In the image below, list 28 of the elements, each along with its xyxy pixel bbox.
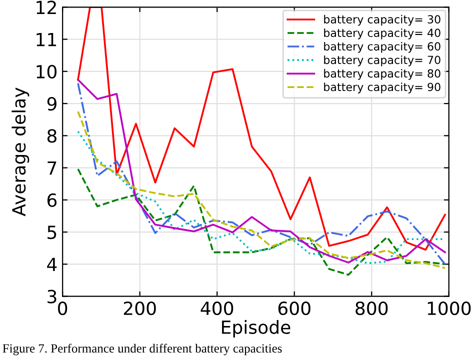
y-tick-label: 12 <box>36 0 56 14</box>
x-axis-title: Episode <box>222 320 290 338</box>
y-tick-label: 9 <box>47 96 56 111</box>
legend-label: battery capacity= 80 <box>324 69 440 80</box>
y-tick-label: 3 <box>48 290 56 304</box>
x-tick-label: 1000 <box>428 301 471 316</box>
y-tick-label: 10 <box>36 64 57 79</box>
legend-label: battery capacity= 60 <box>324 42 440 53</box>
y-tick-label: 11 <box>36 32 56 46</box>
y-tick-label: 8 <box>47 129 56 143</box>
legend-label: battery capacity= 30 <box>324 14 440 26</box>
y-tick-label: 4 <box>47 258 57 272</box>
y-axis-title: Average delay <box>12 88 30 216</box>
x-tick-label: 0 <box>58 301 68 316</box>
y-tick-label: 7 <box>48 161 56 175</box>
legend-label: battery capacity= 90 <box>324 82 440 94</box>
line-series <box>77 168 446 276</box>
x-tick-label: 600 <box>278 301 310 316</box>
y-tick-label: 5 <box>48 226 56 240</box>
legend-label: battery capacity= 40 <box>324 28 440 40</box>
legend-label: battery capacity= 70 <box>324 56 440 66</box>
caption: Figure 7. Performance under different battery capacities <box>2 344 282 356</box>
line-series <box>77 7 446 251</box>
x-tick-label: 800 <box>356 301 388 316</box>
line-series <box>77 110 446 269</box>
x-tick-label: 200 <box>124 301 156 316</box>
x-tick-label: 400 <box>200 301 234 316</box>
y-tick-label: 6 <box>47 193 57 208</box>
